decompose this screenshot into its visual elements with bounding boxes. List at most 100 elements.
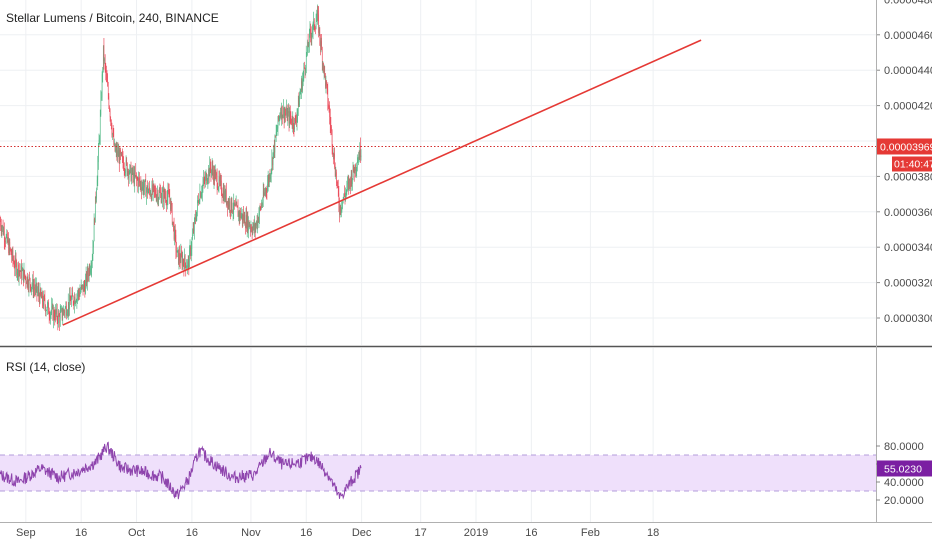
candle-body	[353, 165, 354, 171]
price-tick-label: 0.00003800	[884, 171, 932, 183]
candle-body	[105, 59, 106, 65]
candle-body	[314, 19, 315, 28]
candle-body	[229, 201, 230, 207]
candle-body	[146, 190, 147, 197]
candle-body	[257, 221, 258, 226]
candle-body	[209, 162, 210, 176]
candle-body	[176, 250, 177, 252]
candle-body	[88, 275, 89, 276]
candle-body	[158, 198, 159, 202]
candle-body	[348, 182, 349, 188]
candle-body	[205, 176, 206, 181]
candle-body	[305, 68, 306, 71]
candle-body	[288, 111, 289, 113]
candle-body	[191, 249, 192, 255]
candle-body	[101, 97, 102, 98]
candle-body	[297, 109, 298, 115]
candle-body	[154, 185, 155, 186]
candle-body	[196, 220, 197, 221]
candle-body	[81, 286, 82, 291]
candle-body	[269, 175, 270, 182]
candle-body	[355, 165, 356, 174]
candle-body	[144, 181, 145, 188]
candle-body	[96, 196, 97, 198]
candle-body	[12, 250, 13, 257]
time-tick-label: 16	[300, 527, 312, 539]
candle-body	[254, 223, 255, 229]
candle-body	[254, 224, 255, 229]
candle-body	[307, 52, 308, 53]
candle-body	[147, 186, 148, 190]
candle-body	[329, 107, 330, 108]
candle-body	[281, 112, 282, 117]
candle-body	[280, 112, 281, 116]
candle-body	[168, 190, 169, 197]
candle-body	[156, 196, 157, 200]
candle-body	[102, 74, 103, 97]
candle-body	[46, 310, 47, 312]
candle-body	[18, 265, 19, 277]
candle-body	[202, 186, 203, 193]
candle-body	[29, 277, 30, 288]
candle-body	[187, 262, 188, 268]
candle-body	[311, 34, 312, 38]
candle-body	[8, 240, 9, 253]
candle-body	[344, 194, 345, 199]
candle-body	[67, 312, 68, 314]
candle-body	[109, 96, 110, 107]
candle-body	[321, 41, 322, 49]
candle-body	[239, 212, 240, 218]
candle-body	[266, 189, 267, 191]
candle-body	[32, 286, 33, 287]
candle-body	[29, 277, 30, 278]
last-price-value: 0.00003969	[880, 141, 932, 153]
candle-body	[72, 293, 73, 297]
candle-body	[338, 183, 339, 193]
candle-body	[181, 252, 182, 255]
candle-body	[182, 256, 183, 266]
candle-body	[286, 114, 287, 115]
candle-body	[223, 191, 224, 198]
candle-body	[308, 46, 309, 47]
candle-body	[165, 191, 166, 197]
candle-body	[184, 255, 185, 269]
candle-body	[65, 308, 66, 313]
candle-body	[253, 228, 254, 234]
candle-body	[23, 269, 24, 282]
candle-body	[323, 63, 324, 71]
candle-body	[318, 10, 319, 14]
candle-body	[98, 146, 99, 162]
candle-body	[163, 189, 164, 202]
candle-body	[24, 270, 25, 276]
candle-body	[245, 226, 246, 228]
candle-body	[140, 182, 141, 183]
candle-body	[200, 192, 201, 197]
candle-body	[133, 169, 134, 176]
candle-body	[208, 169, 209, 179]
candle-body	[2, 226, 3, 228]
candle-body	[27, 277, 28, 284]
candle-body	[11, 250, 12, 255]
candle-body	[256, 221, 257, 225]
candle-body	[54, 318, 55, 320]
candle-body	[332, 131, 333, 147]
candle-body	[106, 73, 107, 75]
candle-body	[245, 216, 246, 226]
candle-body	[234, 200, 235, 205]
candle-body	[296, 121, 297, 122]
candle-body	[171, 203, 172, 209]
candle-body	[337, 182, 338, 183]
candle-body	[219, 176, 220, 181]
candle-body	[162, 192, 163, 199]
time-tick-label: 16	[186, 527, 198, 539]
candle-body	[25, 276, 26, 277]
candle-body	[275, 136, 276, 137]
candle-body	[272, 158, 273, 169]
candle-body	[112, 128, 113, 135]
candle-body	[357, 163, 358, 169]
candle-body	[166, 202, 167, 204]
candle-body	[225, 190, 226, 199]
candle-body	[30, 278, 31, 284]
candle-body	[174, 229, 175, 239]
